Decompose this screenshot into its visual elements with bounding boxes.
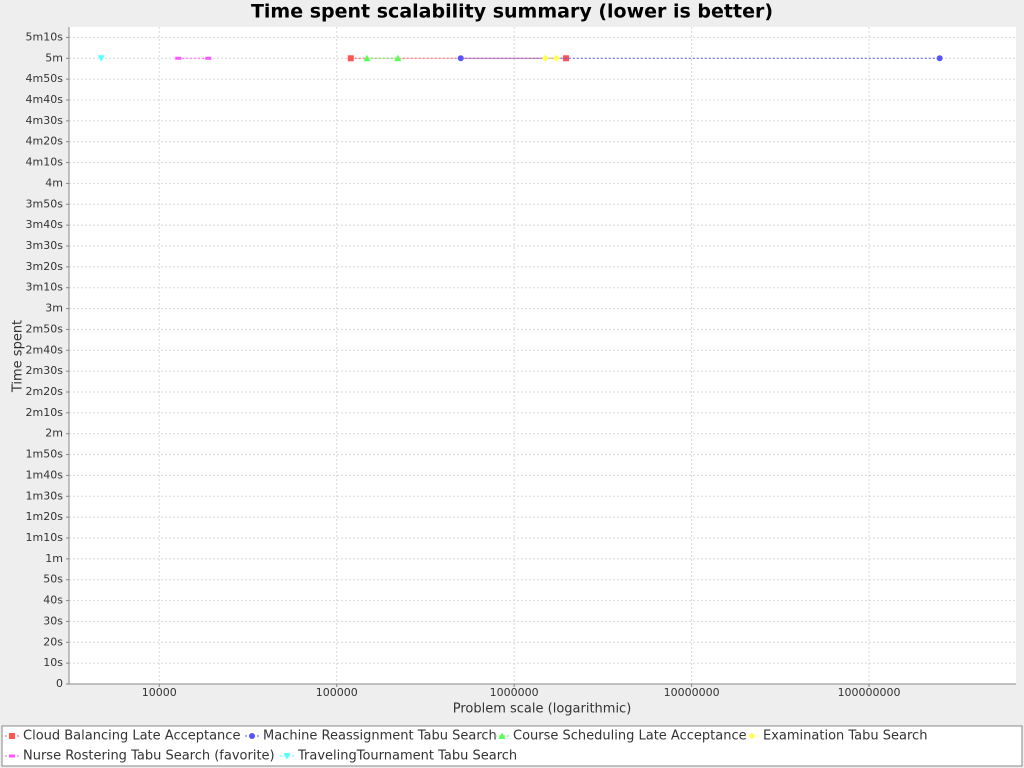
y-tick-label: 3m <box>45 302 63 315</box>
x-tick-label: 100000 <box>316 686 358 699</box>
legend-label: Nurse Rostering Tabu Search (favorite) <box>23 749 275 764</box>
y-tick-label: 5m10s <box>26 30 64 43</box>
legend-box <box>1 725 1023 767</box>
y-tick-label: 3m10s <box>26 281 64 294</box>
y-tick-label: 1m40s <box>26 468 64 481</box>
legend-marker <box>9 754 15 758</box>
y-tick-label: 2m50s <box>26 322 64 335</box>
marker <box>394 54 402 62</box>
marker <box>175 56 182 60</box>
marker <box>205 56 212 60</box>
y-tick-label: 40s <box>43 594 63 607</box>
marker <box>347 55 354 62</box>
y-tick-label: 1m50s <box>26 448 64 461</box>
y-tick-label: 3m20s <box>26 260 64 273</box>
legend-marker <box>748 732 756 740</box>
legend-label: Course Scheduling Late Acceptance <box>513 729 747 744</box>
y-tick-label: 3m50s <box>26 197 64 210</box>
legend-marker <box>249 733 255 739</box>
y-tick-label: 20s <box>43 635 63 648</box>
x-axis-label: Problem scale (logarithmic) <box>453 702 632 717</box>
y-tick-label: 4m30s <box>26 114 64 127</box>
y-tick-label: 1m10s <box>26 531 64 544</box>
marker <box>541 54 549 62</box>
y-tick-label: 3m30s <box>26 239 64 252</box>
legend-marker <box>283 753 291 760</box>
y-tick-label: 2m30s <box>26 364 64 377</box>
y-tick-label: 5m <box>45 51 63 64</box>
y-tick-label: 1m20s <box>26 510 64 523</box>
y-axis-label: Time spent <box>11 320 26 393</box>
y-tick-label: 4m10s <box>26 156 64 169</box>
y-tick-label: 10s <box>43 656 63 669</box>
y-tick-label: 50s <box>43 573 63 586</box>
x-tick-label: 10000000 <box>664 686 720 699</box>
marker <box>97 55 105 62</box>
y-tick-label: 4m <box>45 176 63 189</box>
chart-title: Time spent scalability summary (lower is… <box>251 1 773 23</box>
y-tick-label: 4m40s <box>26 93 64 106</box>
y-tick-label: 1m30s <box>26 489 64 502</box>
x-tick-label: 100000000 <box>838 686 901 699</box>
y-tick-label: 2m <box>45 427 63 440</box>
y-tick-label: 4m50s <box>26 72 64 85</box>
x-tick-label: 1000000 <box>490 686 539 699</box>
y-tick-label: 2m10s <box>26 406 64 419</box>
y-tick-label: 2m40s <box>26 343 64 356</box>
legend-marker <box>498 732 506 739</box>
x-tick-label: 10000 <box>142 686 177 699</box>
y-tick-label: 0 <box>56 677 63 690</box>
legend-marker <box>9 733 15 739</box>
marker <box>552 54 560 62</box>
y-tick-label: 2m20s <box>26 385 64 398</box>
y-tick-label: 4m20s <box>26 135 64 148</box>
y-tick-label: 3m40s <box>26 218 64 231</box>
legend-label: Machine Reassignment Tabu Search <box>263 729 497 744</box>
marker <box>457 55 464 62</box>
marker <box>363 54 371 62</box>
legend-label: TravelingTournament Tabu Search <box>297 749 517 764</box>
y-tick-label: 30s <box>43 614 63 627</box>
marker <box>936 55 943 62</box>
legend-label: Examination Tabu Search <box>763 729 927 744</box>
plot-area <box>69 27 1016 684</box>
y-tick-label: 1m <box>45 552 63 565</box>
legend-label: Cloud Balancing Late Acceptance <box>23 729 240 744</box>
